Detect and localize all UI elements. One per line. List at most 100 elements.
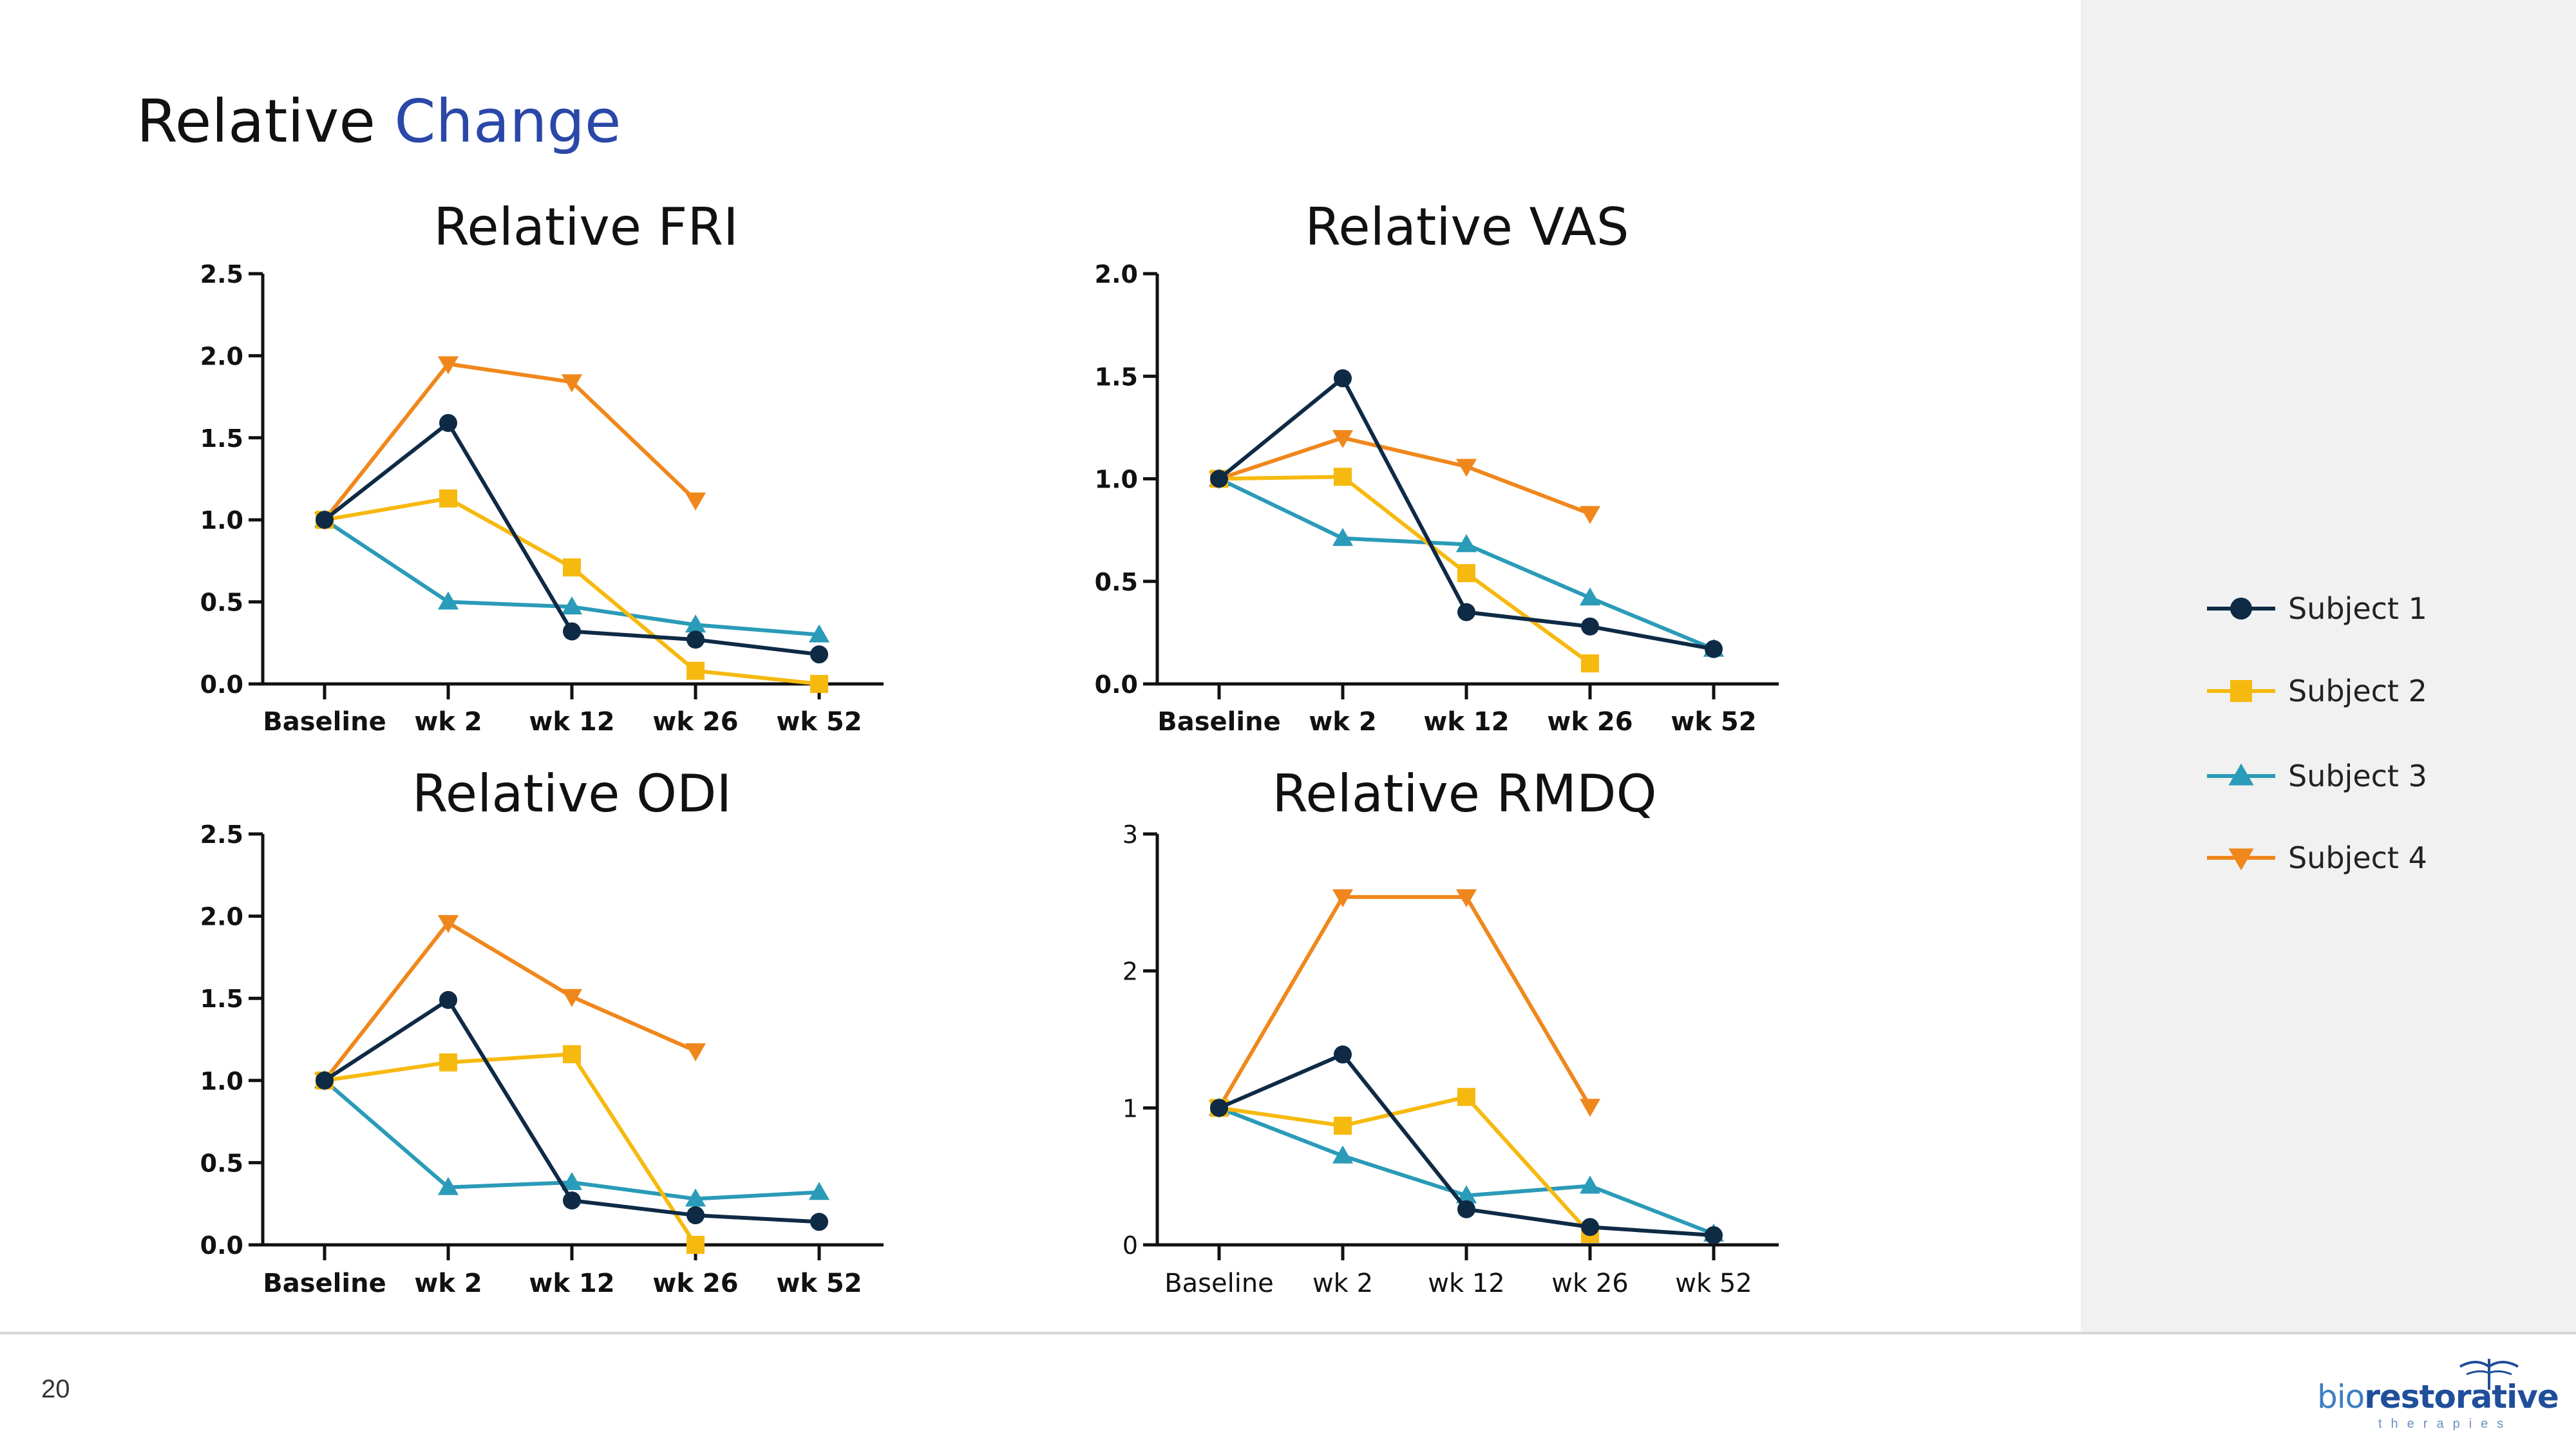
logo-subtitle: therapies [2378, 1417, 2513, 1431]
chart-relative-rmdq: Relative RMDQ 0 1 2 3 Baseline wk 2 wk 12 wk 26 w… [1122, 764, 1779, 1298]
data-point [439, 413, 457, 432]
x-tick-label: wk 52 [776, 1269, 862, 1298]
data-point [687, 661, 705, 680]
square-marker-icon [2207, 680, 2275, 702]
x-tick-label: wk 12 [1423, 707, 1509, 737]
data-point [1455, 1185, 1477, 1204]
legend-label: Subject 4 [2288, 840, 2427, 875]
data-point [563, 1191, 581, 1210]
data-point [439, 489, 457, 508]
data-point [1579, 1175, 1601, 1194]
legend-item: Subject 2 [2206, 668, 2427, 714]
legend-item: Subject 4 [2206, 835, 2427, 880]
data-point [1579, 506, 1601, 524]
logo-prefix: bio [2317, 1378, 2365, 1416]
y-tick-label: 2 [1122, 958, 1138, 986]
y-tick-label: 1.0 [1095, 466, 1138, 494]
page-number: 20 [41, 1375, 70, 1403]
data-point [439, 1053, 457, 1072]
data-point [1705, 1226, 1723, 1245]
data-point [1334, 1116, 1352, 1135]
data-point [561, 596, 583, 615]
triangle-down-marker-icon [2207, 848, 2275, 871]
y-tick-label: 1.5 [200, 424, 243, 453]
logo-wordmark: biorestorative [2317, 1378, 2559, 1416]
legend-label: Subject 3 [2288, 759, 2427, 793]
y-tick-label: 1.0 [200, 1067, 243, 1095]
y-tick-label: 1.0 [200, 506, 243, 535]
data-point [687, 1236, 705, 1254]
data-point [1581, 1218, 1599, 1236]
data-point [1457, 1088, 1475, 1106]
x-tick-label: wk 52 [1675, 1269, 1752, 1298]
data-point [561, 374, 583, 393]
y-tick-label: 0 [1122, 1231, 1138, 1260]
data-point [808, 1182, 830, 1200]
legend-item: Subject 3 [2206, 753, 2427, 799]
data-point [1705, 639, 1723, 658]
y-tick-label: 3 [1122, 820, 1138, 849]
data-point [685, 614, 706, 633]
data-point [561, 989, 583, 1007]
data-point [1332, 889, 1354, 907]
y-tick-label: 0.5 [1095, 568, 1138, 596]
data-point [563, 558, 581, 577]
y-tick-label: 2.5 [200, 820, 243, 849]
chart-relative-fri: Relative FRI 0.0 0.5 1.0 1.5 2.0 2.5 Baseline wk… [200, 197, 884, 737]
series-line-2 [1218, 1095, 1592, 1235]
data-point [1332, 430, 1354, 448]
x-tick-label: wk 52 [776, 707, 862, 737]
data-point [437, 356, 459, 375]
slide-title-plain: Relative [137, 87, 376, 156]
y-tick-label: 1.5 [1095, 363, 1138, 391]
x-tick-label: Baseline [263, 1269, 386, 1298]
series-line-2 [324, 497, 820, 686]
circle-marker-icon [2207, 598, 2275, 620]
x-tick-label: Baseline [1164, 1269, 1274, 1298]
data-point [437, 591, 459, 610]
data-point [439, 990, 457, 1009]
data-point [1457, 564, 1475, 583]
y-tick-label: 2.5 [200, 260, 243, 289]
data-point [1334, 369, 1352, 388]
y-tick-label: 0.0 [200, 1231, 243, 1260]
y-tick-label: 2.0 [200, 342, 243, 370]
sidebar-panel [2081, 0, 2576, 1332]
data-point [810, 1213, 828, 1231]
x-tick-label: Baseline [1157, 707, 1280, 737]
data-point [1579, 1099, 1601, 1117]
y-tick-label: 1 [1122, 1094, 1138, 1122]
y-tick-label: 0.0 [200, 670, 243, 699]
x-tick-label: wk 2 [1312, 1269, 1373, 1298]
y-tick-label: 2.0 [200, 903, 243, 931]
legend-label: Subject 1 [2288, 591, 2427, 626]
x-tick-label: wk 2 [414, 1269, 482, 1298]
legend: Subject 1 Subject 2 Subject 3 Subject 4 [2206, 0, 2566, 1332]
legend-item: Subject 1 [2206, 586, 2427, 631]
series-line-3 [1218, 477, 1715, 651]
data-point [1457, 1200, 1475, 1218]
data-point [1581, 617, 1599, 636]
legend-marker [2228, 848, 2254, 871]
data-point [808, 624, 830, 643]
data-point [1581, 654, 1599, 673]
y-tick-label: 0.5 [200, 1149, 243, 1177]
data-point [1334, 1045, 1352, 1064]
data-point [437, 914, 459, 933]
series-line-4 [1217, 895, 1592, 1109]
data-point [1457, 603, 1475, 621]
y-tick-label: 0.5 [200, 589, 243, 617]
data-point [1332, 527, 1354, 546]
legend-marker [2230, 680, 2252, 702]
data-point [685, 1043, 706, 1061]
series-line-3 [323, 518, 820, 637]
y-tick-label: 0.0 [1095, 670, 1138, 699]
dragonfly-icon [2459, 1359, 2519, 1390]
x-tick-label: wk 26 [1547, 707, 1633, 737]
data-point [316, 1071, 334, 1090]
x-tick-label: wk 12 [529, 1269, 614, 1298]
x-tick-label: wk 26 [652, 1269, 738, 1298]
footer-divider [0, 1332, 2576, 1334]
data-point [810, 675, 828, 693]
